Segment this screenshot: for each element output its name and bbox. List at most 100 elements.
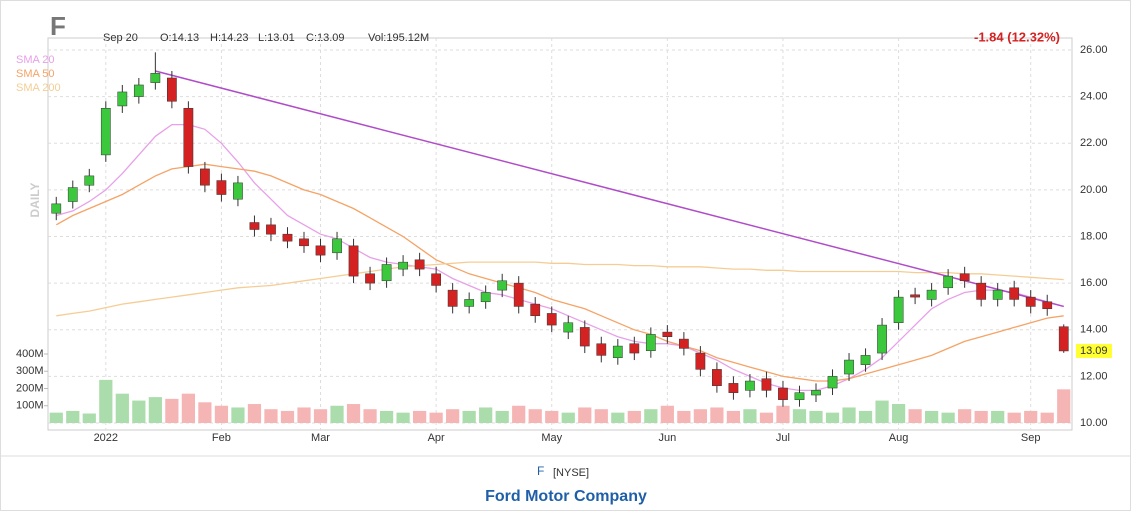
volume-bar <box>842 407 856 423</box>
candle-body <box>728 383 739 393</box>
candle-body <box>645 334 656 351</box>
candle-body <box>183 108 194 167</box>
candle-body <box>596 343 607 356</box>
volume-bar <box>759 412 774 423</box>
candle-body <box>579 327 590 347</box>
volume-bar <box>858 410 873 423</box>
candle-body <box>778 387 788 400</box>
candle-body <box>1025 296 1036 307</box>
volume-bar <box>908 409 922 423</box>
volume-bar <box>214 405 229 423</box>
volume-bar <box>809 410 823 423</box>
candle-body <box>1009 287 1020 300</box>
legend-entry: SMA 50 <box>16 68 55 80</box>
x-tick-label: Jun <box>658 432 676 444</box>
candle-body <box>117 91 128 107</box>
candle-body <box>893 296 904 324</box>
candle-body <box>497 280 508 291</box>
moving-average <box>56 261 1064 317</box>
candle-body <box>910 294 920 298</box>
volume-bar <box>776 405 790 423</box>
volume-bar <box>280 410 295 423</box>
candle-body <box>51 203 62 214</box>
volume-bar <box>495 410 509 423</box>
x-tick-label: Apr <box>428 432 445 444</box>
volume-bar <box>181 393 195 423</box>
date: Sep 20 <box>103 32 138 44</box>
low-label: L:13.01 <box>258 32 295 44</box>
volume-tick-label: 400M <box>16 348 44 360</box>
y-tick-label: 24.00 <box>1080 91 1108 103</box>
candle-body <box>563 322 574 333</box>
candle-body <box>612 345 623 358</box>
legend-entry: SMA 20 <box>16 54 55 66</box>
x-tick-label: Feb <box>212 432 231 444</box>
volume-bar <box>644 409 658 423</box>
volume-bar <box>247 404 262 423</box>
volume-bar <box>379 410 394 423</box>
volume-bar <box>479 407 493 423</box>
period: DAILY <box>28 183 42 218</box>
volume-bar <box>594 409 608 423</box>
candle-body <box>811 390 821 396</box>
candle-body <box>943 275 954 289</box>
y-tick-label: 26.00 <box>1080 44 1108 56</box>
legend-entry: SMA 200 <box>16 82 61 94</box>
exchange: [NYSE] <box>553 467 589 479</box>
volume-bar <box>726 410 741 423</box>
candle-body <box>133 84 144 97</box>
volume-bar <box>891 404 906 423</box>
volume-bar <box>611 412 625 423</box>
candle-body <box>266 224 276 235</box>
volume-bar <box>49 412 63 423</box>
x-tick-label: 2022 <box>94 432 118 444</box>
candle-body <box>166 77 177 102</box>
candle-body <box>926 289 937 300</box>
x-tick-label: May <box>541 432 562 444</box>
volume-bar <box>974 410 988 423</box>
volume-bar <box>198 402 212 423</box>
change: -1.84 (12.32%) <box>974 29 1060 44</box>
moving-average <box>55 163 1064 382</box>
candle-body <box>447 289 458 307</box>
volume-label: Vol:195.12M <box>368 32 429 44</box>
volume-bar <box>743 409 757 423</box>
company: Ford Motor Company <box>485 488 647 505</box>
candle-body <box>695 352 706 370</box>
candle-body <box>662 331 673 337</box>
volume-bar <box>1057 389 1071 423</box>
candle-body <box>745 380 755 391</box>
candle-body <box>976 282 987 300</box>
trendline <box>155 70 1064 308</box>
volume-bar <box>875 400 889 423</box>
volume-bar <box>710 407 724 423</box>
volume-tick-label: 300M <box>16 365 44 377</box>
candle-body <box>1058 326 1069 352</box>
candle-body <box>464 299 475 307</box>
volume-bar <box>545 410 559 423</box>
candle-body <box>100 108 111 156</box>
candle-body <box>712 369 722 386</box>
volume-bar <box>66 410 80 423</box>
volume-bar <box>446 409 460 423</box>
candle-body <box>530 303 541 317</box>
candle-body <box>761 378 772 391</box>
volume-bar <box>148 397 162 423</box>
volume-bar <box>528 409 542 423</box>
volume-bar <box>1040 412 1054 423</box>
y-tick-label: 12.00 <box>1080 370 1108 382</box>
x-tick-label: Jul <box>776 432 790 444</box>
candle-body <box>992 289 1003 300</box>
x-tick-label: Mar <box>311 432 330 444</box>
moving-average <box>56 123 1064 392</box>
volume-bar <box>991 410 1005 423</box>
volume-bar <box>429 412 443 423</box>
volume-bar <box>313 409 328 423</box>
candle-body <box>414 259 425 270</box>
volume-bar <box>462 410 476 423</box>
volume-bar <box>561 412 575 423</box>
open-label: O:14.13 <box>160 32 199 44</box>
candle-body <box>546 313 557 326</box>
candle-body <box>365 273 375 284</box>
